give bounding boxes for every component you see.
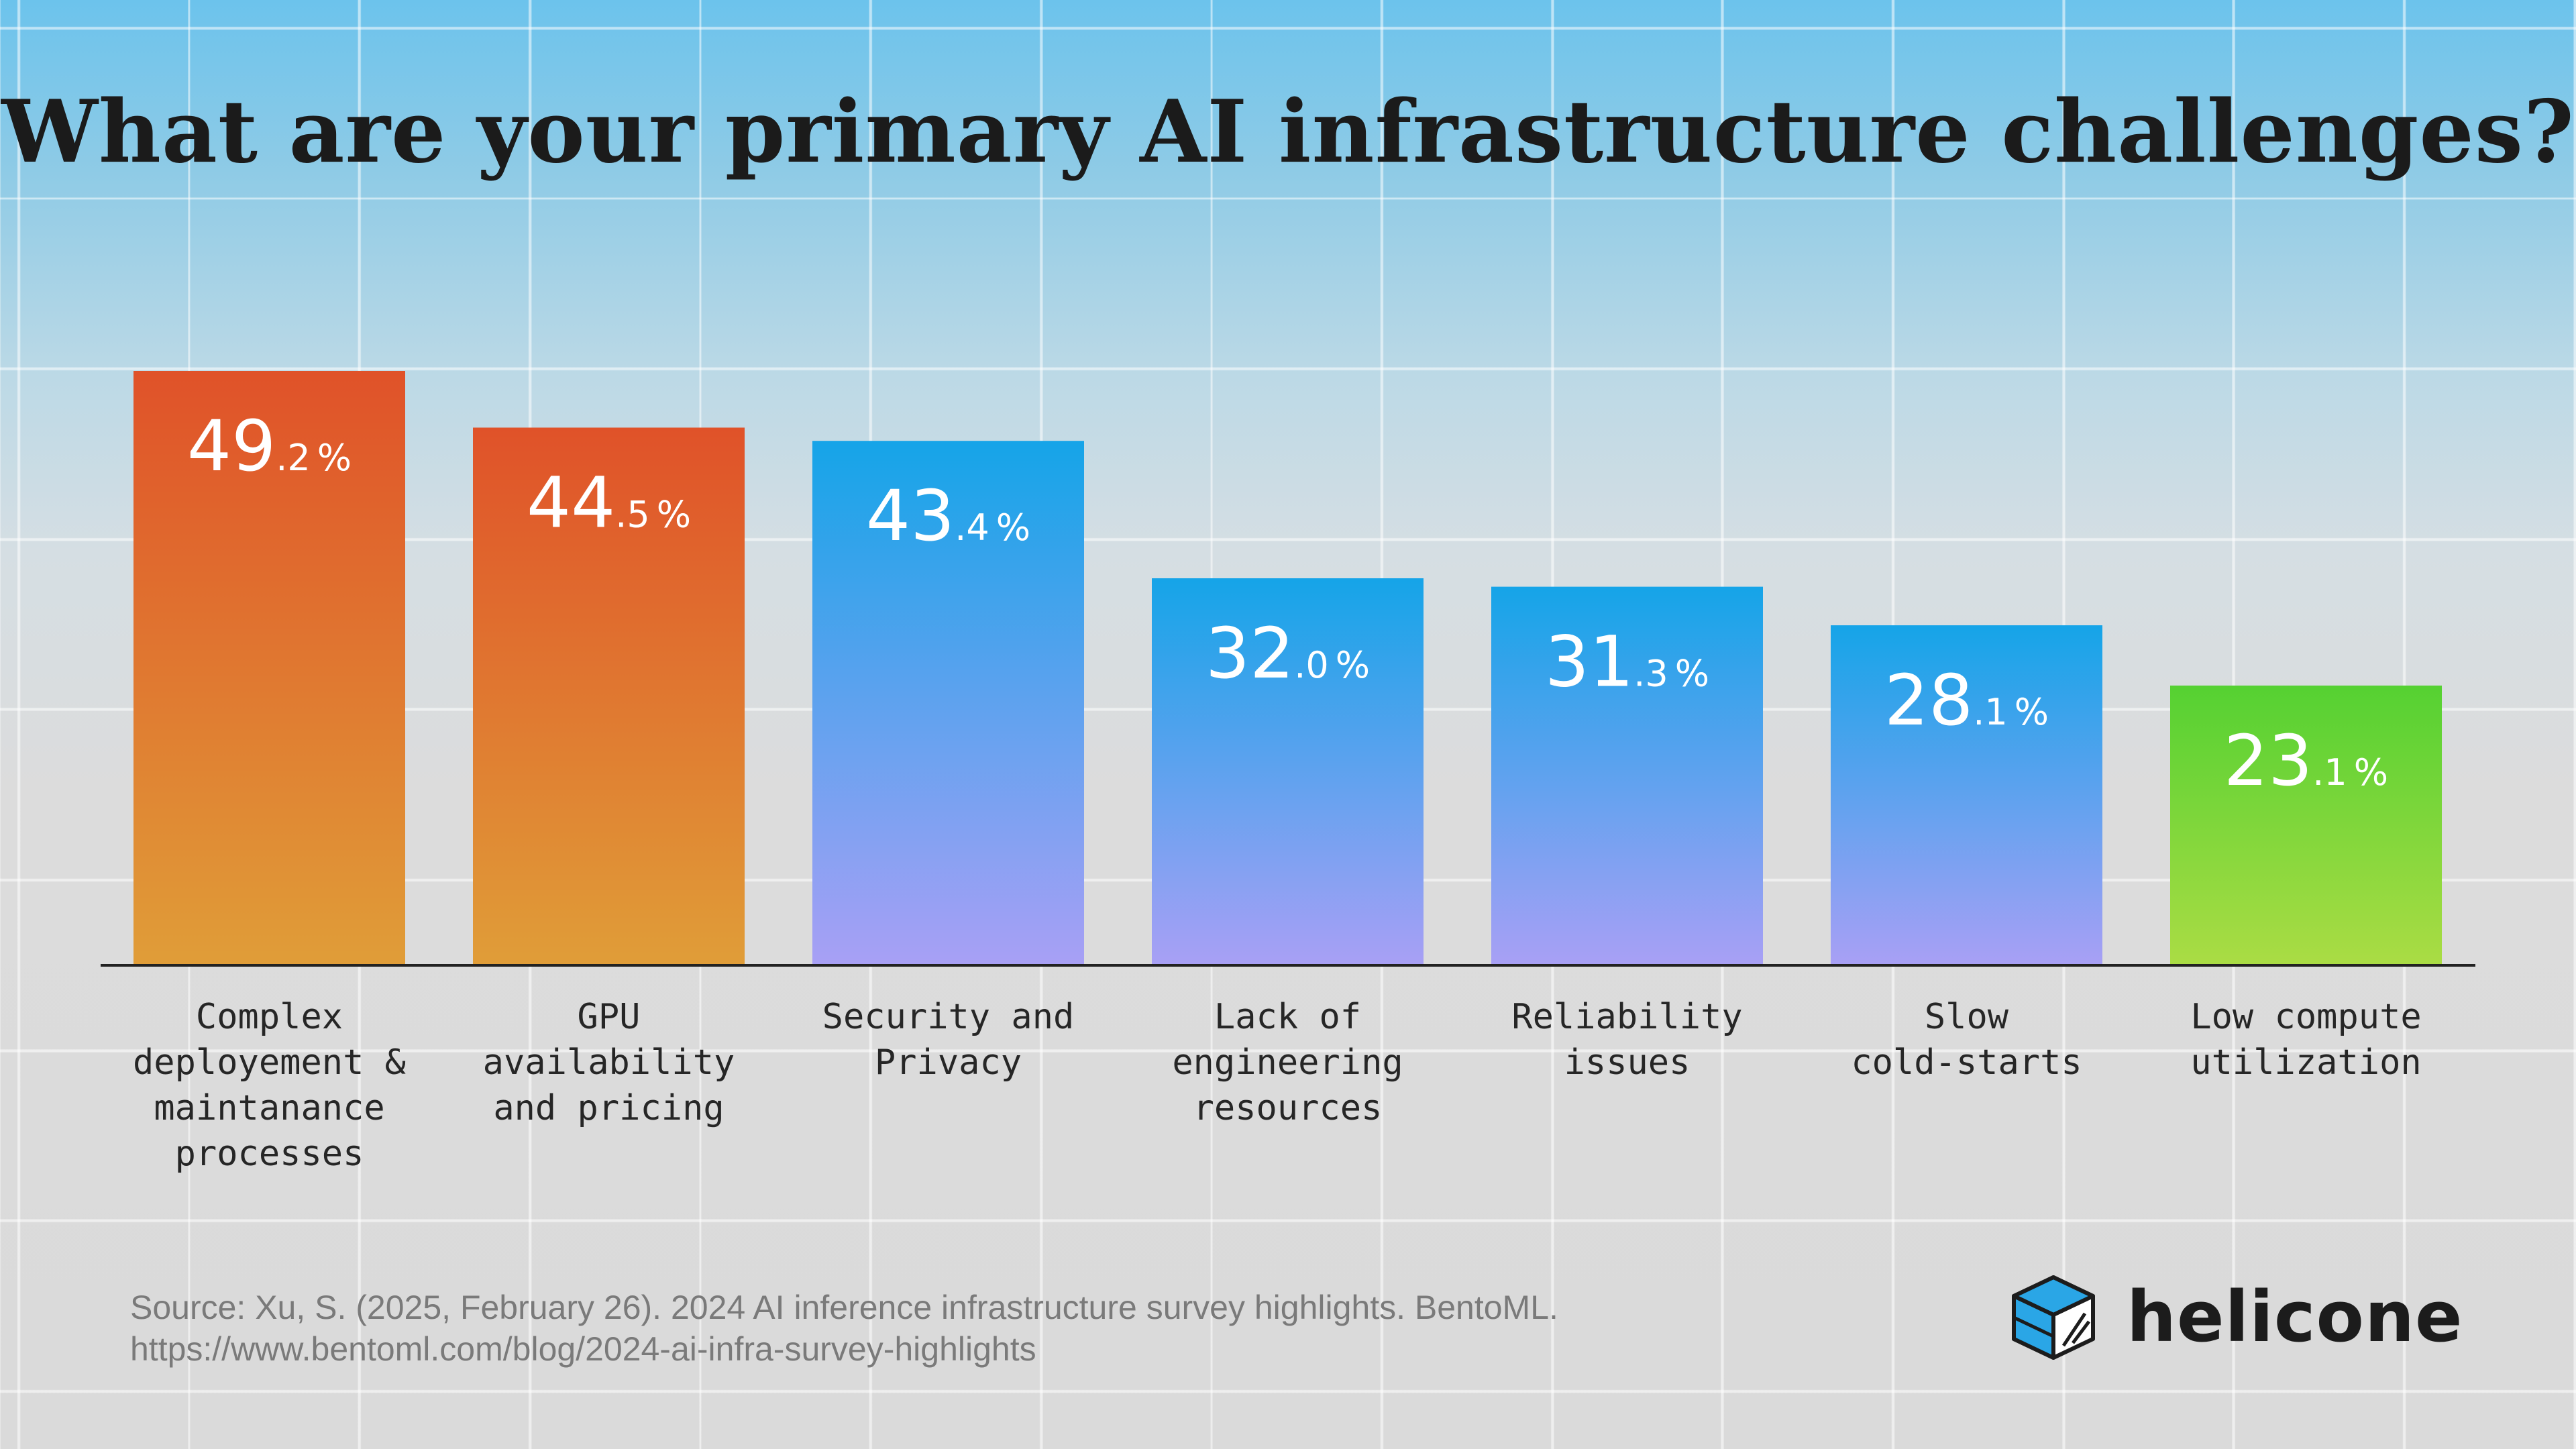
source-citation: Source: Xu, S. (2025, February 26). 2024… [130, 1287, 1558, 1370]
category-label-0: Complex deployement & maintanance processes [112, 994, 427, 1177]
value-label-6: 23.1% [2224, 720, 2388, 802]
category-label-line: availability [482, 1042, 735, 1083]
value-label-4: 31.3% [1545, 621, 1709, 703]
category-label-line: utilization [2190, 1042, 2422, 1083]
category-label-line: Privacy [874, 1042, 1022, 1083]
bar-5 [1831, 625, 2102, 964]
category-label-line: issues [1564, 1042, 1690, 1083]
bar-3 [1152, 578, 1424, 964]
category-label-line: Slow [1924, 997, 2009, 1037]
category-label-line: Low compute [2190, 997, 2422, 1037]
category-label-line: Lack of [1214, 997, 1362, 1037]
bar-6 [2170, 685, 2442, 964]
brand-name: helicone [2127, 1276, 2463, 1358]
value-label-5: 28.1% [1884, 659, 2049, 741]
category-label-line: Reliability [1511, 997, 1743, 1037]
source-url: https://www.bentoml.com/blog/2024-ai-inf… [130, 1330, 1036, 1368]
category-label-line: and pricing [493, 1088, 724, 1128]
chart-title: What are your primary AI infrastructure … [1, 82, 2575, 182]
category-label-line: cold-starts [1851, 1042, 2082, 1083]
value-label-0: 49.2% [187, 405, 352, 487]
value-label-1: 44.5% [527, 462, 691, 543]
bar-0 [133, 371, 405, 964]
bar-2 [812, 441, 1084, 964]
category-label-1: GPU availability and pricing [451, 994, 767, 1131]
source-line-1: Source: Xu, S. (2025, February 26). 2024… [130, 1289, 1558, 1326]
category-label-line: Complex [195, 997, 343, 1037]
category-label-4: Reliability issues [1470, 994, 1785, 1085]
category-label-line: processes [174, 1134, 364, 1174]
bar-4 [1491, 586, 1763, 964]
category-label-line: maintanance [154, 1088, 385, 1128]
helicone-cube-icon [2012, 1275, 2095, 1360]
category-label-line: deployement & [133, 1042, 406, 1083]
value-label-2: 43.4% [866, 475, 1030, 557]
category-label-6: Low compute utilization [2149, 994, 2464, 1085]
category-label-line: GPU [577, 997, 641, 1037]
category-label-line: Security and [822, 997, 1075, 1037]
helicone-logo: helicone [2010, 1273, 2463, 1360]
category-label-2: Security and Privacy [791, 994, 1106, 1085]
bar-1 [473, 427, 745, 964]
category-label-line: engineering [1172, 1042, 1403, 1083]
category-label-line: resources [1193, 1088, 1383, 1128]
value-label-3: 32.0% [1205, 612, 1370, 694]
category-label-5: Slow cold-starts [1809, 994, 2125, 1085]
category-label-3: Lack of engineering resources [1130, 994, 1446, 1131]
